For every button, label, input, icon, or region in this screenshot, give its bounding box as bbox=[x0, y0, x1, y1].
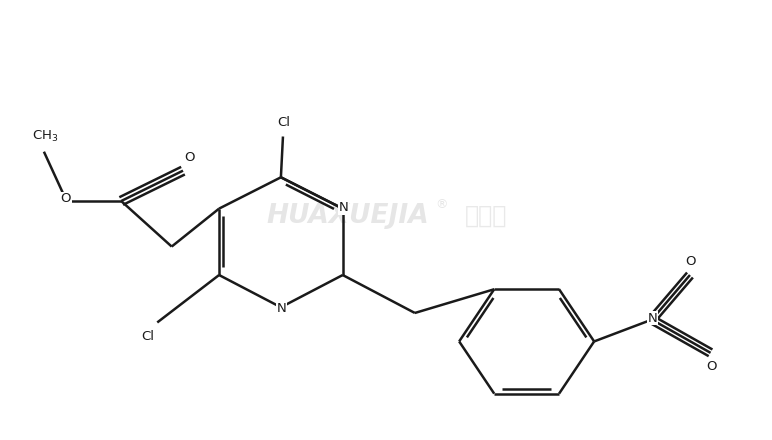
Text: HUAXUEJIA: HUAXUEJIA bbox=[266, 203, 429, 229]
Text: 化学加: 化学加 bbox=[465, 204, 507, 228]
Text: N: N bbox=[648, 312, 658, 325]
Text: CH$_3$: CH$_3$ bbox=[32, 129, 59, 144]
Text: ®: ® bbox=[435, 198, 448, 211]
Text: O: O bbox=[686, 255, 696, 268]
Text: N: N bbox=[277, 301, 286, 315]
Text: O: O bbox=[706, 360, 716, 373]
Text: O: O bbox=[184, 151, 195, 164]
Text: Cl: Cl bbox=[277, 116, 290, 129]
Text: O: O bbox=[60, 192, 71, 205]
Text: N: N bbox=[339, 202, 348, 214]
Text: Cl: Cl bbox=[141, 330, 154, 343]
